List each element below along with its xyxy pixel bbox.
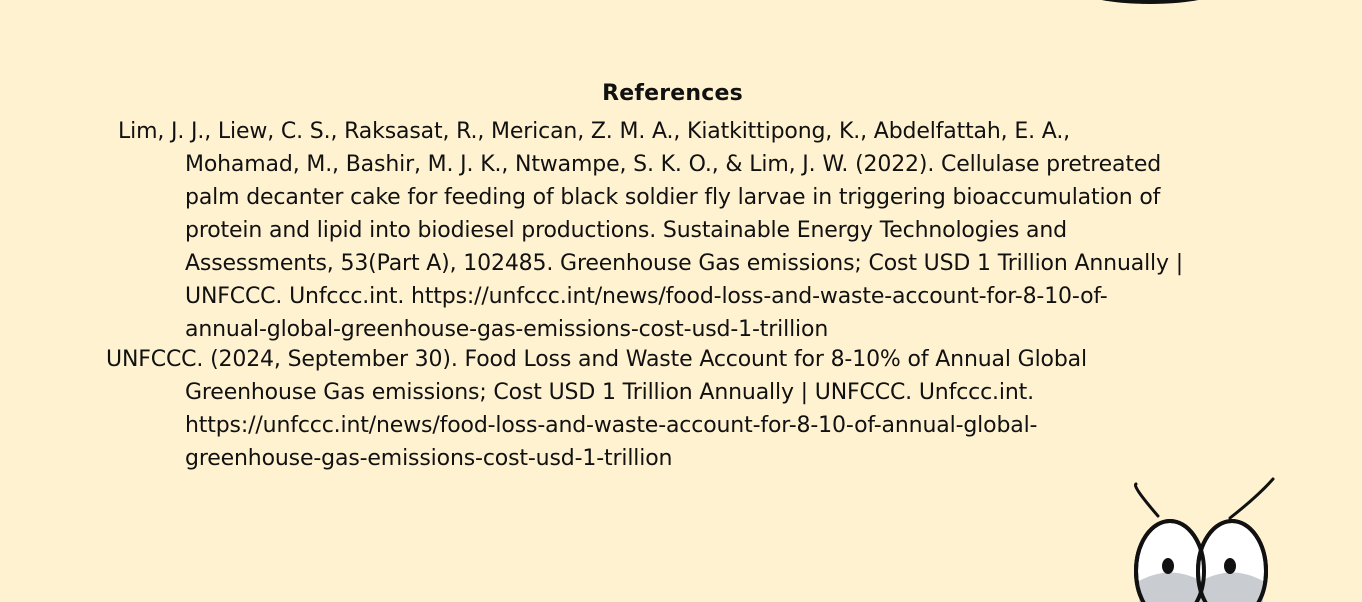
reference-line: greenhouse-gas-emissions-cost-usd-1-tril… — [185, 446, 673, 471]
reference-line: UNFCCC. Unfccc.int. https://unfccc.int/n… — [185, 284, 1108, 309]
cartoon-fly-mascot-icon — [1133, 477, 1275, 602]
black-blob-decoration-icon — [1075, 0, 1225, 4]
reference-entry-lim-2022: Lim, J. J., Liew, C. S., Raksasat, R., M… — [118, 115, 1248, 346]
reference-line: protein and lipid into biodiesel product… — [185, 218, 1067, 243]
reference-line: Greenhouse Gas emissions; Cost USD 1 Tri… — [185, 380, 1034, 405]
page-title: References — [602, 81, 743, 106]
reference-line: Mohamad, M., Bashir, M. J. K., Ntwampe, … — [185, 152, 1162, 177]
reference-line: Assessments, 53(Part A), 102485. Greenho… — [185, 251, 1183, 276]
reference-line: annual-global-greenhouse-gas-emissions-c… — [185, 317, 829, 342]
reference-line: Lim, J. J., Liew, C. S., Raksasat, R., M… — [118, 119, 1070, 144]
reference-line: https://unfccc.int/news/food-loss-and-wa… — [185, 413, 1038, 438]
reference-entry-unfccc-2024: UNFCCC. (2024, September 30). Food Loss … — [106, 343, 1226, 475]
reference-line: palm decanter cake for feeding of black … — [185, 185, 1161, 210]
reference-line: UNFCCC. (2024, September 30). Food Loss … — [106, 347, 1087, 372]
